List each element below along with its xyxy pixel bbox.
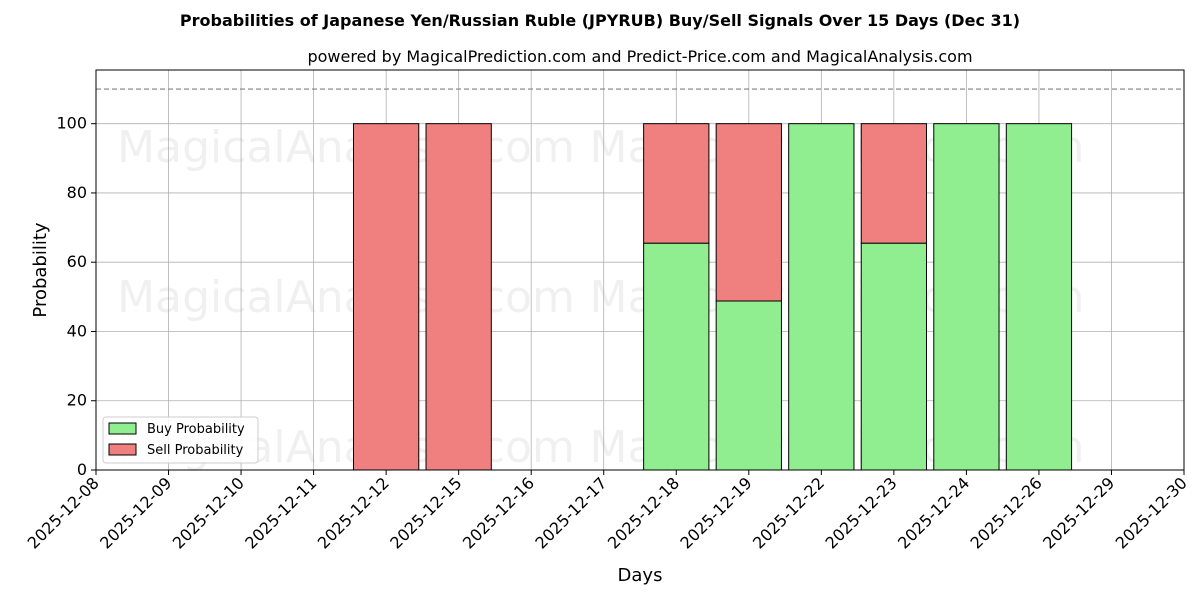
sell-bar [643, 123, 710, 244]
watermark-text: MagicalAnalysis.com [117, 272, 575, 323]
x-tick-label: 2025-12-09 [96, 473, 175, 552]
y-axis-label: Probability [30, 222, 51, 317]
x-tick-label: 2025-12-11 [241, 473, 320, 552]
x-axis-label: Days [618, 565, 663, 586]
chart-subtitle: powered by MagicalPrediction.com and Pre… [307, 47, 972, 66]
x-tick-label: 2025-12-16 [459, 473, 538, 552]
legend-swatch [108, 443, 137, 456]
x-tick-label: 2025-12-15 [386, 473, 465, 552]
watermark-text: MagicalAnalysis.com [117, 122, 575, 173]
x-tick-label: 2025-12-17 [531, 473, 610, 552]
buy-bar [643, 242, 710, 471]
y-tick-label: 80 [67, 183, 87, 202]
x-tick-label: 2025-12-23 [822, 473, 901, 552]
buy-bar [860, 242, 928, 471]
legend-box [102, 416, 259, 464]
y-tick-label: 40 [67, 321, 87, 340]
x-tick-label: 2025-12-24 [894, 473, 973, 552]
bars [96, 88, 1184, 471]
x-tick-label: 2025-12-22 [749, 473, 828, 552]
x-tick-label: 2025-12-18 [604, 473, 683, 552]
y-tick-label: 20 [67, 391, 87, 410]
legend-label: Sell Probability [147, 443, 244, 458]
legend-label: Buy Probability [147, 422, 245, 437]
x-tick-label: 2025-12-26 [967, 473, 1046, 552]
legend: Buy Probability Sell Probability [102, 416, 259, 464]
buy-bar [1005, 123, 1073, 471]
chart-title: Probabilities of Japanese Yen/Russian Ru… [180, 11, 1020, 30]
x-tick-label: 2025-12-29 [1039, 473, 1118, 552]
x-tick-label: 2025-12-30 [1112, 473, 1191, 552]
buy-bar [788, 123, 855, 471]
buy-bar [933, 123, 1000, 471]
sell-bar [425, 123, 492, 471]
x-tick-label: 2025-12-10 [169, 473, 248, 552]
sell-bar [352, 123, 420, 471]
buy-bar [715, 300, 782, 471]
x-tick-label: 2025-12-08 [24, 473, 103, 552]
sell-bar [715, 123, 782, 302]
y-tick-label: 100 [56, 114, 87, 133]
plot-frame [95, 69, 1185, 471]
x-tick-label: 2025-12-19 [676, 473, 755, 552]
y-tick-label: 60 [67, 252, 87, 271]
legend-swatch [108, 422, 137, 435]
sell-bar [860, 123, 928, 244]
y-tick-label: 0 [77, 460, 87, 479]
x-tick-label: 2025-12-12 [314, 473, 393, 552]
